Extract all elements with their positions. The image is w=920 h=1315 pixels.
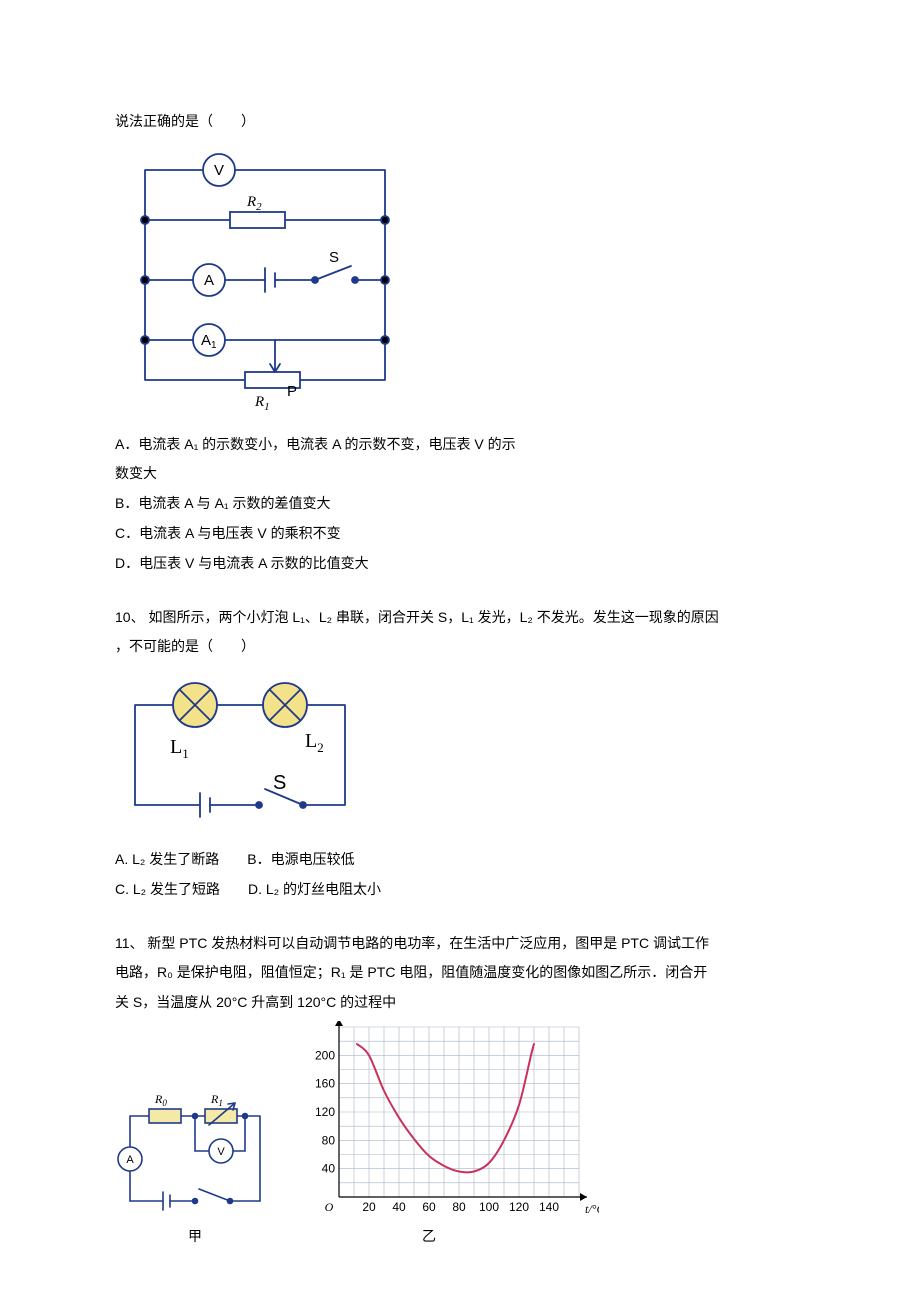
- q9-ammeter-a-label: A: [204, 272, 214, 289]
- q11-voltmeter-label: V: [217, 1146, 225, 1158]
- svg-text:120: 120: [509, 1200, 529, 1214]
- q10-options-line1: A. L₂ 发生了断路 B．电源电压较低: [115, 848, 805, 872]
- svg-text:60: 60: [422, 1200, 436, 1214]
- svg-text:R0: R0: [154, 1092, 167, 1108]
- q10-circuit-figure: L1 L2 S: [115, 665, 805, 838]
- q9-option-a-line1: A．电流表 A₁ 的示数变小，电流表 A 的示数不变，电压表 V 的示: [115, 433, 805, 457]
- svg-text:20: 20: [362, 1200, 376, 1214]
- q9-switch-label: S: [329, 249, 339, 266]
- svg-text:R2: R2: [246, 194, 262, 213]
- q11-graph-svg: 204060801001201404080120160200Ot/°CR1/Ω: [299, 1021, 599, 1221]
- q11-figures-row: R0 R1 A V 20 40 60 80 100 120 140 40 80 120 160 200…: [115, 1021, 805, 1221]
- svg-text:R1: R1: [210, 1092, 223, 1108]
- svg-text:L2: L2: [305, 730, 324, 755]
- svg-text:O: O: [325, 1200, 334, 1214]
- svg-text:40: 40: [322, 1162, 336, 1176]
- q10-stem-line2: ，不可能的是（ ）: [115, 635, 805, 659]
- svg-text:200: 200: [315, 1048, 335, 1062]
- svg-text:140: 140: [539, 1200, 559, 1214]
- q11-stem-line2: 电路，R₀ 是保护电阻，阻值恒定；R₁ 是 PTC 电阻，阻值随温度变化的图像如…: [115, 961, 805, 985]
- q9-voltmeter-label: V: [214, 162, 224, 179]
- q11-caption-a: 甲: [115, 1225, 275, 1249]
- svg-text:100: 100: [479, 1200, 499, 1214]
- q9-circuit-svg: V R2 S A A1 R1 P: [115, 140, 415, 415]
- q11-caption-row: 甲 乙: [115, 1225, 805, 1249]
- q9-option-a-line2: 数变大: [115, 462, 805, 486]
- q9-option-b: B．电流表 A 与 A₁ 示数的差值变大: [115, 492, 805, 516]
- q9-option-c: C．电流表 A 与电压表 V 的乘积不变: [115, 522, 805, 546]
- svg-text:80: 80: [452, 1200, 466, 1214]
- svg-text:120: 120: [315, 1105, 335, 1119]
- q11-circuit-svg: R0 R1 A V: [115, 1081, 275, 1221]
- q9-slider-label: P: [287, 383, 297, 400]
- svg-text:80: 80: [322, 1133, 336, 1147]
- q11-ammeter-label: A: [126, 1154, 134, 1166]
- q9-circuit-figure: V R2 S A A1 R1 P: [115, 140, 805, 423]
- q11-stem-line3: 关 S，当温度从 20°C 升高到 120°C 的过程中: [115, 991, 805, 1015]
- q9-option-d: D．电压表 V 与电流表 A 示数的比值变大: [115, 552, 805, 576]
- svg-text:L1: L1: [170, 736, 189, 761]
- svg-text:t/°C: t/°C: [585, 1202, 599, 1216]
- svg-text:160: 160: [315, 1077, 335, 1091]
- q11-stem-line1: 11、 新型 PTC 发热材料可以自动调节电路的电功率，在生活中广泛应用，图甲是…: [115, 932, 805, 956]
- q10-circuit-svg: L1 L2 S: [115, 665, 375, 830]
- q11-caption-b: 乙: [299, 1225, 559, 1249]
- svg-text:40: 40: [392, 1200, 406, 1214]
- q10-options-line2: C. L₂ 发生了短路 D. L₂ 的灯丝电阻太小: [115, 878, 805, 902]
- q10-stem-line1: 10、 如图所示，两个小灯泡 L₁、L₂ 串联，闭合开关 S，L₁ 发光，L₂ …: [115, 606, 805, 630]
- q9-lead-text: 说法正确的是（ ）: [115, 110, 805, 134]
- svg-text:R1: R1: [254, 394, 270, 413]
- page-content: 说法正确的是（ ）: [0, 0, 920, 1315]
- q10-switch-label: S: [273, 772, 286, 794]
